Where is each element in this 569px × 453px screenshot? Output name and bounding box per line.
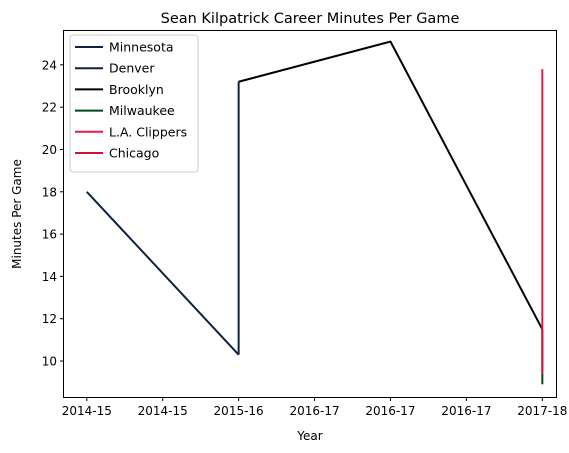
x-tick-label: 2014-15 — [138, 404, 188, 418]
series-line-2 — [238, 40, 544, 330]
y-tick-label: 10 — [42, 355, 57, 369]
legend-entry: Minnesota — [109, 40, 174, 55]
y-axis-label: Minutes Per Game — [10, 159, 24, 269]
chart-title: Sean Kilpatrick Career Minutes Per Game — [161, 11, 460, 27]
plot-frame — [63, 30, 557, 398]
y-tick-label: 24 — [42, 58, 57, 72]
x-tick-label: 2017-18 — [517, 404, 567, 418]
x-axis-label: Year — [296, 429, 322, 443]
x-axis-ticks: 2014-15 2014-15 2015-16 2016-17 2016-17 2016-… — [62, 397, 567, 418]
y-tick-label: 22 — [42, 101, 57, 115]
plot-lines — [86, 40, 544, 385]
legend-entry: Denver — [109, 61, 155, 76]
x-tick-label: 2016-17 — [289, 404, 339, 418]
legend-entry: Milwaukee — [109, 103, 175, 118]
y-tick-label: 20 — [42, 143, 57, 157]
y-tick-label: 18 — [42, 185, 57, 199]
legend-entry: Chicago — [109, 146, 159, 161]
x-tick-label: 2015-16 — [214, 404, 264, 418]
y-axis-ticks: 10 12 14 16 18 20 22 24 — [42, 58, 64, 369]
legend: Minnesota Denver Brooklyn Milwaukee L.A. Cli… — [69, 34, 199, 173]
legend-box — [69, 34, 199, 173]
y-tick-label: 12 — [42, 312, 57, 326]
x-tick-label: 2016-17 — [365, 404, 415, 418]
legend-entry: L.A. Clippers — [109, 124, 187, 139]
y-tick-label: 14 — [42, 270, 57, 284]
x-tick-label: 2014-15 — [62, 404, 112, 418]
y-tick-label: 16 — [42, 228, 57, 242]
x-tick-label: 2016-17 — [441, 404, 491, 418]
legend-entry: Brooklyn — [109, 82, 164, 97]
series-line-0 — [86, 191, 240, 356]
